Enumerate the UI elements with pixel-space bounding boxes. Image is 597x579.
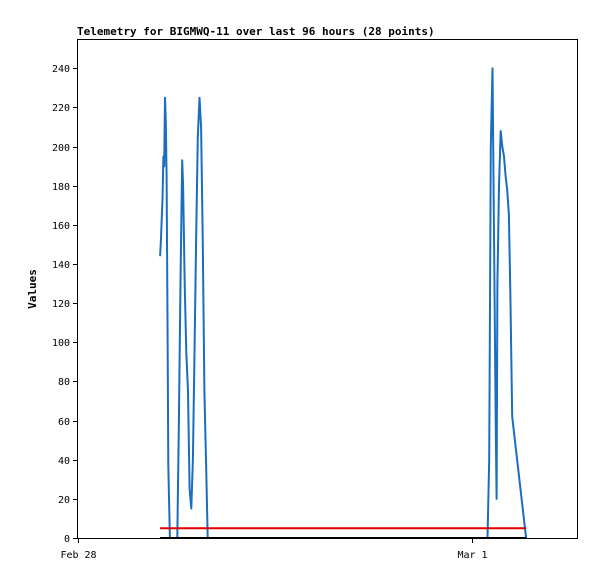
y-tick-label: 80 xyxy=(58,377,70,388)
y-tick-label: 220 xyxy=(52,103,70,114)
y-tick-label: 160 xyxy=(52,221,70,232)
y-tick-label: 120 xyxy=(52,299,70,310)
y-tick-label: 180 xyxy=(52,182,70,193)
y-tick-label: 60 xyxy=(58,417,70,428)
y-tick-label: 40 xyxy=(58,456,70,467)
y-tick-label: 100 xyxy=(52,338,70,349)
x-tick-label: Mar 1 xyxy=(457,550,487,561)
y-tick-label: 240 xyxy=(52,64,70,75)
y-axis: 0 20 40 60 80 100 120 140 160 180 200 220 240 xyxy=(52,64,78,545)
y-tick-label: 20 xyxy=(58,495,70,506)
y-tick-label: 140 xyxy=(52,260,70,271)
series-0-segment-0 xyxy=(159,96,171,539)
series-0-segment-1 xyxy=(176,96,209,539)
y-axis-label: Values xyxy=(26,269,39,309)
chart-title: Telemetry for BIGMWQ-11 over last 96 hou… xyxy=(77,25,435,38)
y-tick-label: 0 xyxy=(64,534,70,545)
y-tick-label: 200 xyxy=(52,143,70,154)
series-lines xyxy=(159,67,528,539)
plot-frame xyxy=(77,39,578,539)
x-tick-label: Feb 28 xyxy=(60,550,96,561)
x-axis: Feb 28 Mar 1 xyxy=(60,538,488,561)
series-0-segment-2 xyxy=(486,67,528,539)
